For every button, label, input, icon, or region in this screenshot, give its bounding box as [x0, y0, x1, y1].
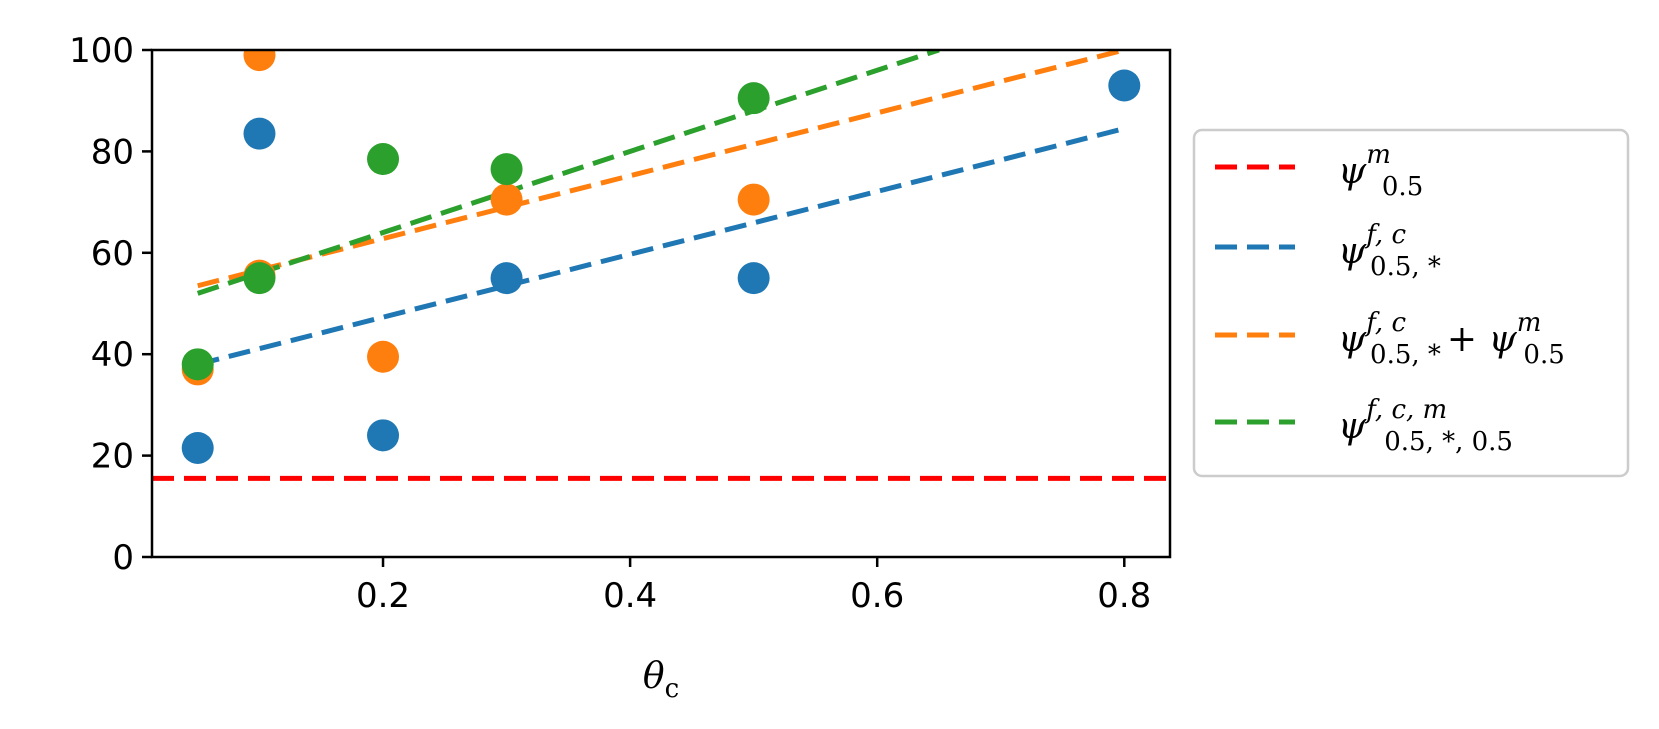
legend-frame: [1192, 128, 1630, 478]
legend-label-3: ψf, c, m 0.5, *, 0.5: [1338, 395, 1513, 457]
point-green-2: [367, 143, 400, 176]
point-blue-2: [367, 419, 400, 452]
plot-frame: [150, 48, 1172, 559]
point-blue-4: [737, 262, 770, 295]
point-orange-5: [737, 183, 770, 216]
point-blue-5: [1108, 69, 1141, 102]
legend-label-0: ψm 0.5: [1338, 140, 1423, 202]
point-green-0: [181, 348, 214, 381]
x-tick-label: 0.6: [850, 576, 904, 616]
point-green-3: [490, 153, 523, 186]
point-blue-3: [490, 262, 523, 295]
y-tick-label: 0: [112, 538, 134, 578]
y-tick-label: 100: [69, 31, 134, 71]
y-tick-label: 80: [91, 132, 134, 172]
y-tick-label: 40: [91, 335, 134, 375]
point-blue-1: [243, 117, 276, 150]
y-tick-label: 20: [91, 437, 134, 477]
x-axis-label: θc: [643, 656, 679, 704]
fit-line-orange: [197, 50, 1125, 289]
fit-line-green: [196, 50, 940, 296]
point-orange-4: [490, 183, 523, 216]
legend-label-2: ψf, c 0.5, * + ψm 0.5: [1338, 308, 1565, 370]
x-axis-label-sub: c: [665, 674, 680, 704]
plot-area: [152, 50, 1170, 481]
x-tick-label: 0.4: [603, 576, 657, 616]
point-green-1: [243, 262, 276, 295]
point-blue-0: [181, 431, 214, 464]
legend-label-1: ψf, c 0.5, *: [1338, 220, 1441, 282]
point-orange-1: [243, 50, 276, 72]
point-green-4: [737, 82, 770, 115]
x-tick-label: 0.2: [356, 576, 410, 616]
x-tick-label: 0.8: [1097, 576, 1151, 616]
point-orange-3: [367, 340, 400, 373]
axes: 0.2 0.4 0.6 0.8 0 20 40 60 80 100: [69, 31, 1151, 616]
y-tick-label: 60: [91, 234, 134, 274]
legend: ψm 0.5 ψf, c 0.5, * ψf, c 0.5, * + ψm 0.5 ψf, c,…: [1192, 128, 1630, 478]
